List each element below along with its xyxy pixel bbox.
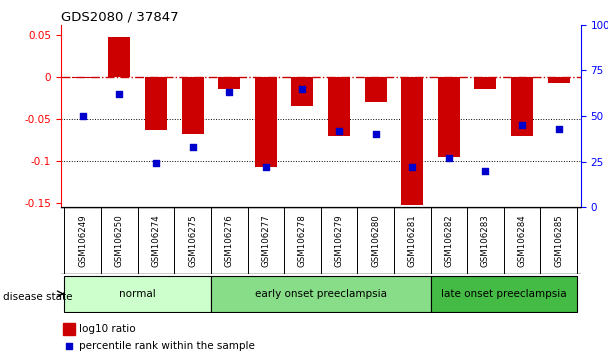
Bar: [328, 77, 350, 136]
Text: GSM106250: GSM106250: [115, 214, 124, 267]
Text: GSM106277: GSM106277: [261, 214, 271, 267]
FancyBboxPatch shape: [64, 275, 211, 312]
FancyBboxPatch shape: [430, 275, 577, 312]
Text: GSM106281: GSM106281: [408, 214, 416, 267]
Text: GSM106279: GSM106279: [334, 215, 344, 267]
Point: [64, 343, 74, 349]
Text: GSM106280: GSM106280: [371, 214, 380, 267]
Text: GSM106285: GSM106285: [554, 214, 563, 267]
Bar: [511, 77, 533, 136]
Text: normal: normal: [119, 289, 156, 299]
Point: [444, 155, 454, 161]
Point: [517, 122, 527, 128]
Point: [334, 128, 344, 133]
Bar: [255, 77, 277, 167]
Text: GSM106283: GSM106283: [481, 214, 490, 267]
Point: [224, 90, 234, 95]
Text: GSM106282: GSM106282: [444, 214, 454, 267]
Bar: [182, 77, 204, 134]
Point: [407, 164, 417, 170]
Text: GSM106275: GSM106275: [188, 214, 197, 267]
Bar: [72, 77, 94, 78]
Text: early onset preeclampsia: early onset preeclampsia: [255, 289, 387, 299]
Text: late onset preeclampsia: late onset preeclampsia: [441, 289, 567, 299]
Text: log10 ratio: log10 ratio: [79, 324, 136, 334]
Text: GDS2080 / 37847: GDS2080 / 37847: [61, 11, 178, 24]
Point: [78, 113, 88, 119]
Bar: [63, 323, 75, 335]
Point: [114, 91, 124, 97]
Point: [371, 131, 381, 137]
Text: GSM106278: GSM106278: [298, 214, 307, 267]
Bar: [548, 77, 570, 83]
Point: [151, 160, 161, 166]
Text: GSM106274: GSM106274: [151, 214, 161, 267]
Bar: [145, 77, 167, 130]
Text: GSM106276: GSM106276: [225, 214, 233, 267]
Text: disease state: disease state: [3, 292, 72, 302]
Point: [554, 126, 564, 132]
Point: [261, 164, 271, 170]
Point: [188, 144, 198, 150]
Bar: [291, 77, 313, 106]
Bar: [108, 38, 130, 77]
FancyBboxPatch shape: [211, 275, 430, 312]
Bar: [438, 77, 460, 157]
Bar: [401, 77, 423, 205]
Point: [480, 168, 490, 173]
Bar: [218, 77, 240, 90]
Bar: [474, 77, 497, 90]
Text: percentile rank within the sample: percentile rank within the sample: [79, 341, 255, 351]
Point: [297, 86, 307, 91]
Bar: [365, 77, 387, 102]
Text: GSM106284: GSM106284: [517, 214, 527, 267]
Text: GSM106249: GSM106249: [78, 215, 88, 267]
